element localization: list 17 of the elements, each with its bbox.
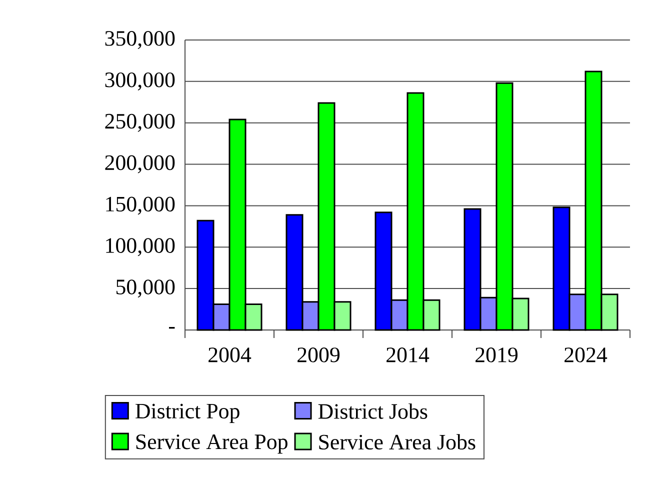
y-tick-label: 350,000 (105, 31, 175, 49)
legend-label: District Jobs (318, 403, 428, 419)
x-tick-label: 2014 (386, 348, 430, 362)
legend-label: Service Area Jobs (319, 434, 476, 450)
legend-label: District Pop (136, 404, 240, 423)
y-tick-label: 150,000 (106, 196, 175, 215)
y-tick-label: 200,000 (105, 155, 175, 174)
y-tick-label: 250,000 (105, 114, 175, 132)
x-tick-label: 2009 (298, 348, 340, 362)
x-tick-label: 2024 (564, 348, 608, 362)
y-tick-label: - (169, 326, 175, 329)
y-tick-label: 100,000 (106, 238, 175, 256)
y-tick-label: 300,000 (105, 72, 175, 90)
y-tick-label: 50,000 (116, 280, 175, 298)
x-tick-label: 2004 (208, 348, 252, 362)
x-tick-label: 2019 (476, 348, 518, 362)
legend-label: Service Area Pop (136, 434, 288, 454)
